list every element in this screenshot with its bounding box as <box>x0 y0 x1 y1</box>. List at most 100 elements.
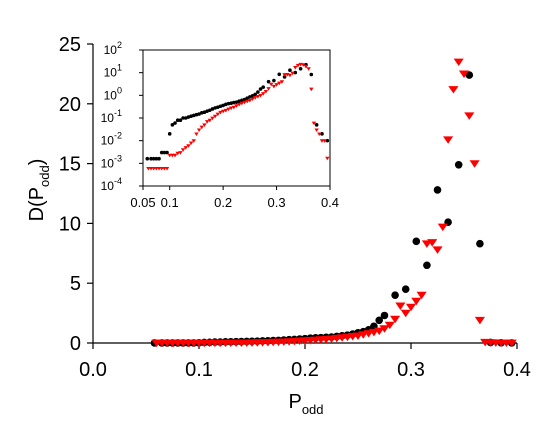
inset-data-point-red <box>236 102 242 107</box>
data-point-red <box>416 291 427 300</box>
inset-data-point-black <box>277 72 282 77</box>
inset-data-point-black <box>157 156 161 161</box>
inset-data-point-red <box>175 151 180 156</box>
data-point-red <box>395 302 406 311</box>
inset-data-point-red <box>202 123 207 128</box>
inset-data-point-red <box>183 146 188 150</box>
y-axis-title-main: D(P <box>26 187 48 221</box>
inset-data-point-red <box>231 105 237 110</box>
inset-y-tick-exp: -3 <box>114 153 122 163</box>
inset-data-point-red <box>234 104 239 108</box>
inset-data-point-red <box>191 139 196 143</box>
inset-data-point-red <box>172 153 178 158</box>
inset-data-point-black <box>272 78 276 83</box>
inset-y-tick-label: 100 <box>104 85 122 102</box>
inset-y-tick-label: 10-4 <box>101 176 122 193</box>
inset-data-point-black <box>167 132 172 136</box>
inset-data-point-red <box>242 100 247 105</box>
inset-x-tick-label: 0.1 <box>161 195 179 210</box>
data-point-black <box>391 291 399 299</box>
data-point-red <box>474 316 485 325</box>
inset-y-tick-base: 10 <box>101 156 115 170</box>
inset-data-point-red <box>311 121 317 126</box>
y-tick-label: 10 <box>59 213 81 235</box>
inset-y-tick-label: 10-1 <box>101 108 122 125</box>
inset-data-point-red <box>266 87 271 91</box>
inset-data-point-black <box>199 110 204 115</box>
inset-y-tick-base: 10 <box>104 88 118 102</box>
data-point-red <box>448 86 459 94</box>
inset-data-point-red <box>261 92 266 96</box>
inset-data-point-black <box>170 123 175 127</box>
inset-data-point-black <box>175 118 180 122</box>
data-point-black <box>465 71 474 79</box>
x-tick-label: 0.0 <box>79 359 107 381</box>
inset-data-point-black <box>162 150 167 155</box>
inset-data-point-black <box>154 156 159 161</box>
data-point-red <box>427 239 438 247</box>
data-point-red <box>379 325 390 333</box>
inset-y-tick-label: 10-2 <box>101 131 122 148</box>
inset-data-point-red <box>178 151 183 155</box>
inset-data-point-black <box>145 156 150 161</box>
inset-data-point-black <box>282 75 287 79</box>
y-tick-label: 0 <box>70 333 81 355</box>
inset-data-point-red <box>210 116 215 121</box>
inset-y-tick-exp: 2 <box>117 40 122 50</box>
inset-data-point-red <box>306 67 311 71</box>
inset-frame <box>142 49 331 187</box>
inset-data-point-black <box>232 100 236 105</box>
y-axis-title-close: ) <box>26 159 48 166</box>
inset-data-point-red <box>194 132 199 137</box>
inset-data-point-red <box>180 148 186 152</box>
inset-data-point-red <box>314 128 319 133</box>
inset-data-point-black <box>178 118 183 122</box>
inset-data-point-red <box>277 81 282 86</box>
data-point-red <box>437 223 448 232</box>
inset-data-point-red <box>250 97 255 102</box>
inset-data-point-red <box>325 156 330 161</box>
inset-data-point-black <box>226 101 231 106</box>
inset-data-point-red <box>290 71 295 76</box>
x-axis-title: Podd <box>288 391 323 417</box>
inset-data-point-red <box>196 128 202 133</box>
inset-y-tick-exp: -1 <box>114 108 122 118</box>
inset-data-point-red <box>215 112 220 117</box>
inset-x-tick-label: 0.2 <box>214 195 232 210</box>
inset-y-tick-label: 10-3 <box>101 153 122 170</box>
inset-data-point-red <box>263 89 269 94</box>
inset-y-tick-exp: -2 <box>114 131 122 141</box>
x-tick-label: 0.2 <box>291 359 319 381</box>
data-point-red <box>506 339 517 348</box>
inset-y-tick-exp: 0 <box>117 85 122 95</box>
y-axis-title: D(Podd) <box>26 159 52 222</box>
x-tick-label: 0.4 <box>503 359 531 381</box>
inset-data-point-black <box>309 72 314 77</box>
inset-data-point-red <box>309 87 314 92</box>
inset-y-tick-base: 10 <box>104 66 118 80</box>
data-point-red <box>390 315 401 324</box>
x-tick-label: 0.3 <box>397 359 425 381</box>
data-point-red <box>464 112 475 120</box>
inset-data-point-red <box>255 94 261 99</box>
inset-data-point-red <box>164 166 170 171</box>
inset-data-point-red <box>317 132 322 137</box>
data-point-black <box>433 186 442 194</box>
inset-data-point-black <box>197 112 201 116</box>
inset-data-point-black <box>298 66 303 71</box>
inset-data-point-red <box>226 107 231 112</box>
data-point-red <box>458 70 470 79</box>
inset-data-point-black <box>149 156 153 161</box>
y-tick-label: 20 <box>59 94 81 116</box>
inset-y-tick-base: 10 <box>101 134 115 148</box>
inset-data-point-red <box>212 114 218 119</box>
inset-data-point-red <box>301 63 306 67</box>
inset-data-point-black <box>173 121 177 125</box>
inset-data-point-red <box>186 144 191 148</box>
data-point-black <box>423 261 431 270</box>
inset-data-point-red <box>204 120 210 124</box>
main-plot-area <box>150 58 517 348</box>
inset-data-point-black <box>256 90 260 94</box>
inset-data-point-black <box>314 123 319 127</box>
